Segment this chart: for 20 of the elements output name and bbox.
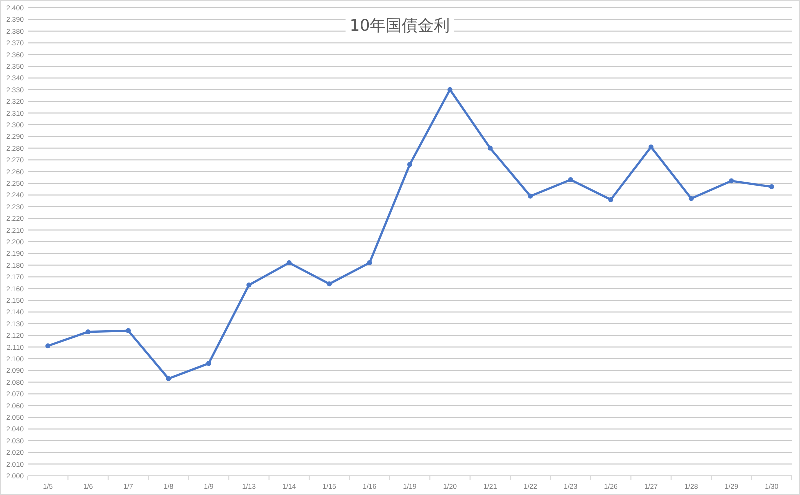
- point: [488, 146, 493, 151]
- point: [608, 197, 614, 202]
- point: [769, 184, 774, 190]
- point: [688, 196, 694, 202]
- point: [46, 344, 51, 349]
- point: [408, 162, 412, 168]
- point: [729, 178, 734, 184]
- point: [246, 282, 252, 288]
- text: 10年国債金利: [350, 16, 450, 35]
- point: [286, 260, 292, 266]
- point: [448, 87, 453, 92]
- point: [528, 194, 534, 199]
- point: [568, 177, 574, 182]
- point: [86, 330, 91, 335]
- point: [648, 144, 654, 150]
- point: [126, 328, 132, 334]
- point: [166, 376, 172, 382]
- point: [206, 361, 212, 366]
- point: [327, 282, 332, 287]
- point: [367, 260, 372, 266]
